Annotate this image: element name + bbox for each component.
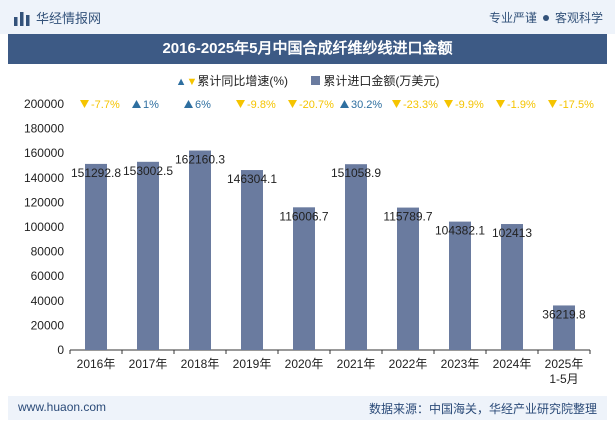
growth-down-triangle-icon — [80, 100, 89, 108]
y-tick-label: 60000 — [31, 269, 65, 283]
legend-item-amount[interactable]: 累计进口金额(万美元) — [311, 72, 439, 89]
y-tick-label: 80000 — [31, 245, 65, 259]
bar — [345, 164, 367, 350]
y-tick-label: 120000 — [24, 195, 64, 209]
data-label: 36219.8 — [542, 307, 586, 321]
growth-up-triangle-icon — [132, 100, 141, 108]
data-label: 151292.8 — [71, 166, 121, 180]
bar — [553, 305, 575, 350]
bar-chart-logo-icon — [14, 12, 30, 29]
triangle-up-icon: ▲ — [175, 76, 187, 88]
x-tick-label: 2016年 — [77, 357, 116, 371]
y-tick-label: 200000 — [24, 97, 64, 111]
x-tick-label: 1-5月 — [549, 372, 578, 386]
growth-label: -9.8% — [247, 99, 276, 111]
y-tick-label: 40000 — [31, 294, 65, 308]
data-label: 151058.9 — [331, 166, 381, 180]
data-label: 153002.5 — [123, 164, 173, 178]
chart-title: 2016-2025年5月中国合成纤维纱线进口金额 — [162, 40, 453, 57]
bar — [449, 221, 471, 350]
growth-label: -1.9% — [507, 99, 536, 111]
footer-source: 数据来源：中国海关，华经产业研究院整理 — [368, 402, 597, 416]
legend-item-growth[interactable]: ▲▼累计同比增速(%) — [176, 72, 288, 89]
bullet-dot-icon — [542, 15, 549, 22]
y-tick-label: 20000 — [31, 318, 65, 332]
x-tick-label: 2021年 — [337, 357, 376, 371]
triangle-down-icon: ▼ — [186, 76, 198, 88]
growth-down-triangle-icon — [496, 100, 505, 108]
bar — [293, 207, 315, 350]
growth-label: 6% — [195, 99, 211, 111]
data-label: 102413 — [492, 226, 532, 240]
slogan-right: 客观科学 — [554, 11, 603, 25]
x-tick-label: 2017年 — [129, 357, 168, 371]
data-label: 104382.1 — [435, 224, 485, 238]
growth-label: -20.7% — [299, 99, 334, 111]
growth-label: -17.5% — [559, 99, 594, 111]
bar-chart: 0 20000 40000 60000 80000 100000 120000 140000 1… — [24, 97, 594, 386]
slogan: 专业严谨 客观科学 — [489, 9, 603, 26]
x-tick-label: 2023年 — [441, 357, 480, 371]
growth-up-triangle-icon — [340, 100, 349, 108]
brand-name: 华经情报网 — [36, 11, 102, 26]
x-tick-label: 2020年 — [285, 357, 324, 371]
x-tick-label: 2025年 — [545, 357, 584, 371]
bar — [137, 161, 159, 350]
footer-website[interactable]: www.huaon.com — [18, 400, 107, 414]
growth-down-triangle-icon — [288, 100, 297, 108]
y-tick-label: 140000 — [24, 171, 64, 185]
bar — [189, 150, 211, 350]
data-label: 115789.7 — [383, 210, 432, 224]
legend-label-growth: 累计同比增速(%) — [197, 74, 289, 88]
growth-label: -7.7% — [91, 99, 120, 111]
brand[interactable]: 华经情报网 — [14, 8, 101, 29]
growth-down-triangle-icon — [444, 100, 453, 108]
bar — [241, 170, 263, 350]
growth-label: 1% — [143, 99, 159, 111]
growth-label: 30.2% — [351, 99, 382, 111]
slogan-left: 专业严谨 — [488, 11, 537, 25]
title-bar: 2016-2025年5月中国合成纤维纱线进口金额 — [8, 34, 607, 64]
top-bar: 华经情报网 专业严谨 客观科学 — [0, 0, 615, 34]
data-label: 162160.3 — [175, 153, 225, 167]
growth-label: -23.3% — [403, 99, 438, 111]
x-tick-label: 2018年 — [181, 357, 220, 371]
data-label: 116006.7 — [279, 209, 328, 223]
y-tick-label: 0 — [57, 343, 64, 357]
growth-down-triangle-icon — [392, 100, 401, 108]
growth-up-triangle-icon — [184, 100, 193, 108]
x-tick-label: 2024年 — [493, 357, 532, 371]
y-tick-label: 180000 — [24, 122, 64, 136]
bar — [501, 224, 523, 350]
growth-label: -9.9% — [455, 99, 484, 111]
data-label: 146304.1 — [227, 172, 277, 186]
growth-down-triangle-icon — [236, 100, 245, 108]
bar — [397, 207, 419, 350]
legend-swatch-icon — [311, 76, 321, 85]
x-tick-label: 2019年 — [233, 357, 272, 371]
y-tick-label: 100000 — [24, 220, 64, 234]
x-tick-label: 2022年 — [389, 357, 428, 371]
growth-down-triangle-icon — [548, 100, 557, 108]
y-tick-label: 160000 — [24, 146, 64, 160]
legend: ▲▼累计同比增速(%) 累计进口金额(万美元) — [0, 72, 615, 89]
bar — [85, 163, 107, 350]
legend-label-amount: 累计进口金额(万美元) — [323, 74, 440, 88]
footer-bar: www.huaon.com 数据来源：中国海关，华经产业研究院整理 — [8, 396, 607, 420]
